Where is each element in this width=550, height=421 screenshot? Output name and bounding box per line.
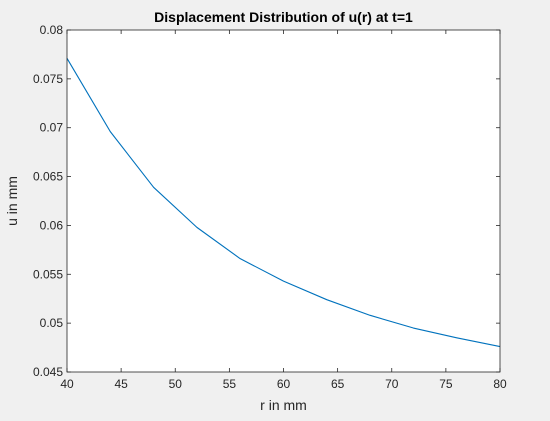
y-axis-label: u in mm bbox=[4, 176, 20, 226]
x-tick-label: 50 bbox=[169, 377, 183, 391]
x-tick-label: 65 bbox=[331, 377, 345, 391]
y-tick-label: 0.05 bbox=[40, 316, 64, 330]
y-tick-label: 0.055 bbox=[33, 267, 63, 281]
x-tick-label: 55 bbox=[223, 377, 237, 391]
x-tick-label: 45 bbox=[114, 377, 128, 391]
x-tick-label: 40 bbox=[60, 377, 74, 391]
x-tick-label: 75 bbox=[439, 377, 453, 391]
y-tick-label: 0.08 bbox=[40, 23, 64, 37]
y-tick-label: 0.075 bbox=[33, 72, 63, 86]
y-tick-label: 0.06 bbox=[40, 218, 64, 232]
y-tick-label: 0.045 bbox=[33, 365, 63, 379]
y-tick-label: 0.07 bbox=[40, 121, 64, 135]
x-tick-label: 80 bbox=[493, 377, 507, 391]
x-tick-label: 60 bbox=[277, 377, 291, 391]
series-layer bbox=[66, 58, 501, 348]
x-axis-label: r in mm bbox=[260, 397, 307, 413]
y-axis-ticks: 0.045 0.05 0.055 0.06 0.065 0.07 0.075 0.08 bbox=[33, 23, 500, 379]
x-tick-label: 70 bbox=[385, 377, 399, 391]
chart-title: Displacement Distribution of u(r) at t=1 bbox=[154, 9, 413, 25]
series-line bbox=[66, 58, 501, 348]
plot-area bbox=[67, 30, 500, 372]
x-axis-ticks: 40 45 50 55 60 65 70 75 80 bbox=[60, 30, 507, 391]
y-tick-label: 0.065 bbox=[33, 170, 63, 184]
